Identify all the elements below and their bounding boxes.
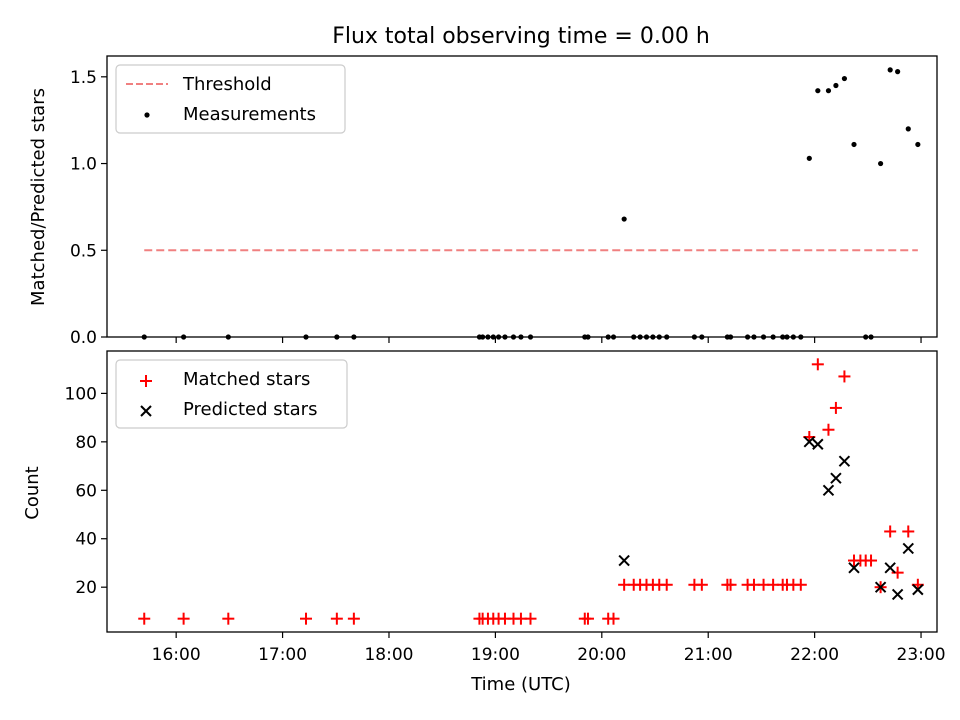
bottom-ytick-label: 20 <box>75 578 97 598</box>
measurements-legend-label: Measurements <box>183 104 316 125</box>
bottom-xtick-label: 22:00 <box>790 645 839 665</box>
predicted-star-point <box>830 472 842 484</box>
top-legend: Threshold Measurements <box>115 64 346 134</box>
predicted-legend-swatch <box>140 405 152 417</box>
matched-star-point <box>865 554 878 567</box>
top-plot-frame <box>106 55 938 338</box>
x-axis-label: Time (UTC) <box>470 674 571 695</box>
matched-star-point <box>177 612 190 625</box>
predicted-star-point <box>803 436 816 448</box>
predicted-star-point <box>618 554 630 567</box>
bottom-panel: Count 20 40 60 80 100 16:00 17:00 18:00 19:00 20… <box>22 350 946 665</box>
matched-star-point <box>138 612 151 625</box>
predicted-star-point <box>838 455 851 467</box>
bottom-xtick-label: 17:00 <box>258 645 307 665</box>
top-xticks <box>175 337 922 343</box>
predicted-star-point <box>874 581 887 593</box>
measurement-point <box>841 75 848 82</box>
bottom-ytick-label: 40 <box>75 530 97 550</box>
predicted-legend-label: Predicted stars <box>183 399 317 420</box>
matched-star-point <box>581 612 594 625</box>
measurement-point <box>915 141 921 148</box>
matched-star-point <box>347 612 360 625</box>
top-ytick-label: 1.0 <box>70 155 97 175</box>
measurements-legend-swatch <box>144 112 150 118</box>
predicted-star-point <box>812 438 824 450</box>
top-ytick-label: 0.5 <box>70 241 97 261</box>
top-ylabel: Matched/Predicted stars <box>28 88 49 306</box>
measurement-point <box>833 82 839 89</box>
matched-star-point <box>524 612 537 625</box>
bottom-legend-box <box>115 359 348 429</box>
matched-star-point <box>330 612 343 625</box>
matched-star-point <box>660 578 673 591</box>
bottom-ytick-label: 100 <box>65 384 97 404</box>
measurement-point <box>887 67 893 73</box>
figure-title: Flux total observing time = 0.00 h <box>332 24 710 49</box>
matched-star-point <box>794 578 807 591</box>
matched-star-point <box>829 401 842 414</box>
matched-star-point <box>891 566 904 579</box>
matched-star-point <box>822 423 835 436</box>
bottom-xtick-label: 21:00 <box>684 645 733 665</box>
bottom-plot-frame <box>106 350 938 633</box>
top-ytick-label: 1.5 <box>70 68 97 88</box>
measurement-point <box>825 88 832 94</box>
bottom-xticks: 16:00 17:00 18:00 19:00 20:00 21:00 22:00 23:00 <box>152 632 946 665</box>
matched-legend-swatch <box>140 375 152 387</box>
bottom-xtick-label: 16:00 <box>152 645 201 665</box>
measurement-point <box>905 126 911 132</box>
matched-star-point <box>811 358 824 371</box>
measurement-point <box>878 160 884 167</box>
bottom-ylabel: Count <box>22 466 43 519</box>
count-points <box>138 358 924 625</box>
measurement-point <box>895 69 901 75</box>
measurement-point <box>621 216 627 222</box>
bottom-xtick-label: 23:00 <box>897 645 946 665</box>
predicted-star-point <box>848 562 860 574</box>
bottom-xtick-label: 20:00 <box>577 645 626 665</box>
matched-star-point <box>838 370 851 383</box>
matched-star-point <box>299 612 312 625</box>
top-ytick-label: 0.0 <box>70 328 97 348</box>
predicted-star-point <box>912 583 924 596</box>
bottom-ytick-label: 80 <box>75 433 97 453</box>
top-yticks: 0.0 0.5 1.0 1.5 <box>70 68 107 348</box>
predicted-star-point <box>891 588 904 601</box>
predicted-star-point <box>822 484 835 496</box>
matched-legend-label: Matched stars <box>183 369 310 390</box>
bottom-ytick-label: 60 <box>75 481 97 501</box>
matched-star-point <box>724 578 737 591</box>
predicted-star-point <box>902 542 914 555</box>
matched-star-point <box>884 525 897 538</box>
bottom-xtick-label: 18:00 <box>364 645 413 665</box>
bottom-legend: Matched stars Predicted stars <box>115 359 348 429</box>
measurement-point <box>851 141 857 148</box>
measurement-point <box>815 88 821 94</box>
matched-star-point <box>222 612 235 625</box>
matched-star-point <box>695 578 708 591</box>
top-panel: Matched/Predicted stars 0.0 0.5 1.0 1.5 Thr… <box>28 55 938 348</box>
bottom-xtick-label: 19:00 <box>471 645 520 665</box>
measurement-point <box>806 155 812 161</box>
top-legend-box <box>115 64 346 134</box>
threshold-legend-label: Threshold <box>182 74 272 95</box>
predicted-star-point <box>884 562 896 574</box>
bottom-yticks: 20 40 60 80 100 <box>65 384 107 598</box>
matched-star-point <box>902 525 915 538</box>
matched-star-point <box>607 612 620 625</box>
